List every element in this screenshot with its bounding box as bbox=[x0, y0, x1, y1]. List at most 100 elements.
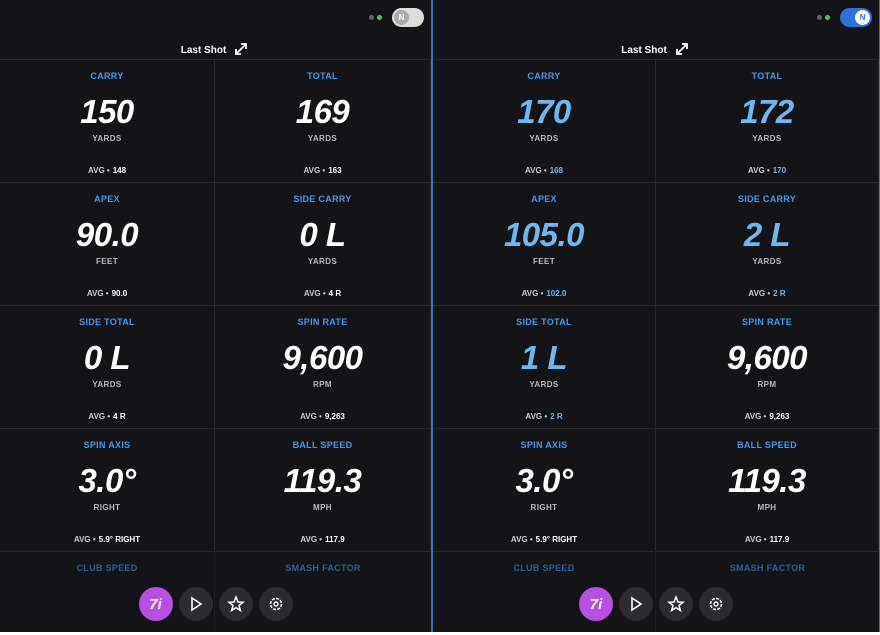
metric-cell: SIDE CARRY 0 L YARDS AVG • 4 R bbox=[215, 183, 431, 306]
metric-cell: CARRY 150 YARDS AVG • 148 bbox=[0, 60, 215, 183]
club-button[interactable]: 7i bbox=[579, 587, 613, 621]
metric-label: BALL SPEED bbox=[292, 440, 353, 450]
metric-average: AVG • 5.9° RIGHT bbox=[0, 535, 214, 544]
settings-button[interactable] bbox=[699, 587, 733, 621]
avg-label: AVG • bbox=[744, 535, 767, 544]
avg-value: 168 bbox=[549, 166, 564, 175]
metric-average: AVG • 170 bbox=[656, 166, 878, 175]
metric-value: 150 bbox=[80, 93, 134, 130]
metric-unit: YARDS bbox=[307, 257, 338, 266]
metric-value: 2 L bbox=[743, 216, 791, 253]
metric-label: SPIN AXIS bbox=[83, 440, 131, 450]
play-icon bbox=[190, 596, 202, 612]
metric-unit: YARDS bbox=[529, 134, 559, 143]
avg-value: 90.0 bbox=[111, 289, 128, 298]
metric-value: 3.0° bbox=[78, 462, 136, 499]
avg-value: 117.9 bbox=[325, 535, 345, 544]
expand-icon[interactable] bbox=[232, 40, 250, 61]
title-text: Last Shot bbox=[621, 45, 667, 57]
metric-label: TOTAL bbox=[751, 71, 783, 81]
metric-cell: SPIN AXIS 3.0° RIGHT AVG • 5.9° RIGHT bbox=[433, 429, 656, 552]
metric-average: AVG • 90.0 bbox=[0, 289, 214, 298]
metric-value: 169 bbox=[295, 93, 350, 130]
toggle-knob: N bbox=[855, 10, 870, 25]
metric-value: 9,600 bbox=[726, 339, 808, 376]
avg-value: 2 R bbox=[773, 289, 786, 298]
metric-value: 90.0 bbox=[75, 216, 139, 253]
divider bbox=[433, 59, 879, 60]
avg-value: 148 bbox=[112, 166, 127, 175]
play-button[interactable] bbox=[178, 587, 213, 621]
status-dot bbox=[817, 15, 822, 20]
metric-average: AVG • 117.9 bbox=[215, 535, 430, 544]
favorite-icon bbox=[226, 595, 245, 613]
expand-glyph bbox=[675, 43, 688, 55]
avg-value: 9,263 bbox=[769, 412, 790, 421]
metric-value: 105.0 bbox=[503, 216, 585, 253]
metric-unit: YARDS bbox=[529, 380, 559, 389]
play-button[interactable] bbox=[619, 587, 653, 621]
play-icon bbox=[631, 596, 643, 612]
club-button[interactable]: 7i bbox=[138, 587, 173, 621]
metric-value: 0 L bbox=[83, 339, 131, 376]
avg-label: AVG • bbox=[88, 412, 111, 421]
avg-value: 2 R bbox=[550, 412, 563, 421]
avg-label: AVG • bbox=[300, 535, 323, 544]
metric-cell: SPIN AXIS 3.0° RIGHT AVG • 5.9° RIGHT bbox=[0, 429, 215, 552]
panel: N Last Shot CARRY 170 YARDS AVG • 168 TOTAL 172 Y… bbox=[433, 0, 879, 632]
toggle[interactable]: N bbox=[392, 8, 424, 27]
metric-cell: TOTAL 172 YARDS AVG • 170 bbox=[656, 60, 879, 183]
panel-title: Last Shot bbox=[433, 40, 879, 61]
metric-cell: SPIN RATE 9,600 RPM AVG • 9,263 bbox=[656, 306, 879, 429]
metric-label: SPIN RATE bbox=[741, 317, 793, 327]
metric-unit: YARDS bbox=[752, 257, 782, 266]
metric-value: 119.3 bbox=[283, 462, 362, 499]
favorite-button[interactable] bbox=[218, 587, 253, 621]
metric-cell: SPIN RATE 9,600 RPM AVG • 9,263 bbox=[215, 306, 431, 429]
metric-label: APEX bbox=[94, 194, 120, 204]
panel-title: Last Shot bbox=[0, 40, 431, 61]
metric-label: SPIN RATE bbox=[297, 317, 348, 327]
avg-label: AVG • bbox=[86, 289, 109, 298]
metric-label: APEX bbox=[531, 194, 557, 204]
settings-icon bbox=[269, 597, 282, 611]
settings-button[interactable] bbox=[258, 587, 293, 621]
faded-label: SMASH FACTOR bbox=[729, 563, 806, 573]
avg-value: 4 R bbox=[328, 289, 342, 298]
avg-value: 5.9° RIGHT bbox=[535, 535, 578, 544]
metric-label: TOTAL bbox=[307, 71, 338, 81]
metric-label: CARRY bbox=[527, 71, 561, 81]
avg-label: AVG • bbox=[525, 412, 548, 421]
faded-label: CLUB SPEED bbox=[76, 563, 138, 573]
avg-label: AVG • bbox=[510, 535, 533, 544]
avg-value: 163 bbox=[328, 166, 342, 175]
avg-label: AVG • bbox=[524, 166, 547, 175]
faded-label: SMASH FACTOR bbox=[285, 563, 361, 573]
avg-label: AVG • bbox=[73, 535, 96, 544]
avg-label: AVG • bbox=[748, 289, 771, 298]
metric-unit: RPM bbox=[757, 380, 777, 389]
status-dot bbox=[369, 15, 374, 20]
avg-value: 9,263 bbox=[324, 412, 345, 421]
metric-average: AVG • 4 R bbox=[0, 412, 214, 421]
avg-label: AVG • bbox=[303, 166, 326, 175]
metric-value: 9,600 bbox=[282, 339, 363, 376]
metric-cell: BALL SPEED 119.3 MPH AVG • 117.9 bbox=[215, 429, 431, 552]
metric-average: AVG • 102.0 bbox=[433, 289, 655, 298]
avg-value: 102.0 bbox=[546, 289, 567, 298]
metric-value: 170 bbox=[517, 93, 571, 130]
avg-label: AVG • bbox=[303, 289, 326, 298]
toggle[interactable]: N bbox=[840, 8, 872, 27]
metric-average: AVG • 148 bbox=[0, 166, 214, 175]
avg-value: 117.9 bbox=[769, 535, 790, 544]
metric-unit: MPH bbox=[313, 503, 332, 512]
avg-value: 170 bbox=[772, 166, 787, 175]
metric-cell: SIDE TOTAL 1 L YARDS AVG • 2 R bbox=[433, 306, 656, 429]
favorite-button[interactable] bbox=[659, 587, 693, 621]
club-label: 7i bbox=[589, 595, 603, 613]
toggle-knob: N bbox=[394, 10, 409, 25]
metric-label: SIDE CARRY bbox=[293, 194, 352, 204]
metric-average: AVG • 2 R bbox=[433, 412, 655, 421]
expand-icon[interactable] bbox=[673, 40, 691, 61]
